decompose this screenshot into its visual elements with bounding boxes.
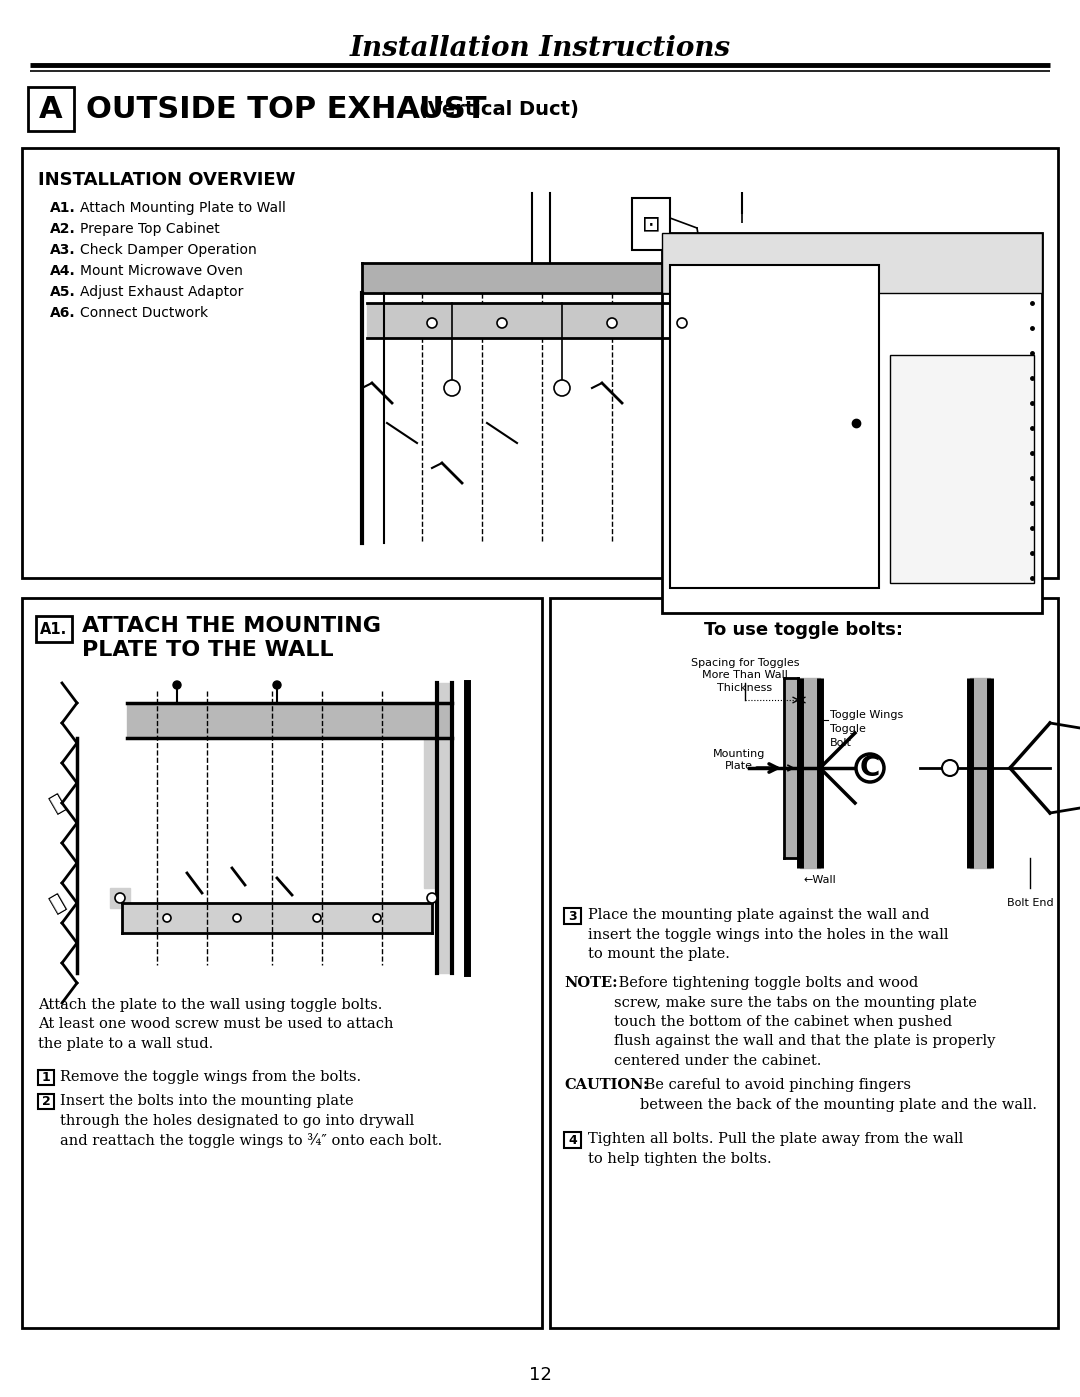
Circle shape xyxy=(607,319,617,328)
Circle shape xyxy=(856,754,885,782)
Polygon shape xyxy=(127,703,453,738)
Text: ⊡: ⊡ xyxy=(642,214,660,235)
Text: Be careful to avoid pinching fingers
between the back of the mounting plate and : Be careful to avoid pinching fingers bet… xyxy=(640,1078,1037,1112)
Text: A1.: A1. xyxy=(40,622,68,637)
Text: Connect Ductwork: Connect Ductwork xyxy=(80,306,208,320)
Text: A1.: A1. xyxy=(50,201,76,215)
Text: A6.: A6. xyxy=(50,306,76,320)
Circle shape xyxy=(313,914,321,922)
Bar xyxy=(662,233,1042,293)
Text: 12: 12 xyxy=(528,1366,552,1384)
Text: Mounting
Plate: Mounting Plate xyxy=(713,749,766,771)
Text: Check Damper Operation: Check Damper Operation xyxy=(80,243,257,257)
Bar xyxy=(36,616,72,643)
Circle shape xyxy=(497,319,507,328)
Bar xyxy=(28,87,75,131)
Text: Bolt: Bolt xyxy=(831,738,852,747)
Text: 1: 1 xyxy=(42,1071,51,1084)
Circle shape xyxy=(114,893,125,902)
Bar xyxy=(22,598,542,1329)
Text: To use toggle bolts:: To use toggle bolts: xyxy=(704,622,904,638)
Circle shape xyxy=(373,914,381,922)
Circle shape xyxy=(427,893,437,902)
Text: Mount Microwave Oven: Mount Microwave Oven xyxy=(80,264,243,278)
Bar xyxy=(632,198,670,250)
Text: A4.: A4. xyxy=(50,264,76,278)
Circle shape xyxy=(233,914,241,922)
Polygon shape xyxy=(424,738,440,888)
Circle shape xyxy=(444,380,460,395)
Text: A3.: A3. xyxy=(50,243,76,257)
Text: Spacing for Toggles
More Than Wall
Thickness: Spacing for Toggles More Than Wall Thick… xyxy=(691,658,799,693)
Bar xyxy=(564,1132,581,1148)
Bar xyxy=(22,148,1058,578)
Text: Attach the plate to the wall using toggle bolts.
At least one wood screw must be: Attach the plate to the wall using toggl… xyxy=(38,997,393,1051)
Polygon shape xyxy=(367,303,723,338)
Text: Remove the toggle wings from the bolts.: Remove the toggle wings from the bolts. xyxy=(60,1070,361,1084)
Text: Installation Instructions: Installation Instructions xyxy=(350,35,730,61)
Text: Toggle: Toggle xyxy=(831,724,866,733)
Text: NOTE:: NOTE: xyxy=(564,977,618,990)
Text: ←Wall: ←Wall xyxy=(804,875,836,886)
Text: Insert the bolts into the mounting plate
through the holes designated to go into: Insert the bolts into the mounting plate… xyxy=(60,1094,442,1148)
Text: 3: 3 xyxy=(568,909,577,922)
Circle shape xyxy=(677,319,687,328)
Text: INSTALLATION OVERVIEW: INSTALLATION OVERVIEW xyxy=(38,170,296,189)
Polygon shape xyxy=(362,263,792,293)
Polygon shape xyxy=(110,888,130,908)
Text: 4: 4 xyxy=(568,1133,577,1147)
Text: Adjust Exhaust Adaptor: Adjust Exhaust Adaptor xyxy=(80,285,243,299)
Text: ⟋: ⟋ xyxy=(48,791,69,814)
Polygon shape xyxy=(122,902,432,933)
Text: 2: 2 xyxy=(42,1095,51,1108)
Text: Attach Mounting Plate to Wall: Attach Mounting Plate to Wall xyxy=(80,201,286,215)
Circle shape xyxy=(173,680,181,689)
Text: Bolt End: Bolt End xyxy=(1007,898,1053,908)
Bar xyxy=(38,1070,54,1085)
Polygon shape xyxy=(784,678,798,858)
Text: (Vertical Duct): (Vertical Duct) xyxy=(419,101,579,120)
Text: A5.: A5. xyxy=(50,285,76,299)
Circle shape xyxy=(163,914,171,922)
Text: Tighten all bolts. Pull the plate away from the wall
to help tighten the bolts.: Tighten all bolts. Pull the plate away f… xyxy=(588,1132,963,1165)
Bar xyxy=(550,598,1058,1329)
Bar xyxy=(38,1094,54,1109)
Circle shape xyxy=(273,680,281,689)
Text: A2.: A2. xyxy=(50,222,76,236)
Circle shape xyxy=(427,319,437,328)
Bar xyxy=(890,355,1035,583)
Text: A: A xyxy=(39,95,63,123)
Text: Before tightening toggle bolts and wood
screw, make sure the tabs on the mountin: Before tightening toggle bolts and wood … xyxy=(615,977,996,1067)
Circle shape xyxy=(554,380,570,395)
Circle shape xyxy=(942,760,958,775)
Polygon shape xyxy=(437,683,453,972)
Text: Place the mounting plate against the wall and
insert the toggle wings into the h: Place the mounting plate against the wal… xyxy=(588,908,948,961)
Text: ⟋: ⟋ xyxy=(48,891,69,915)
Text: OUTSIDE TOP EXHAUST: OUTSIDE TOP EXHAUST xyxy=(86,95,486,124)
Text: PLATE TO THE WALL: PLATE TO THE WALL xyxy=(82,640,334,659)
Bar xyxy=(662,233,1042,613)
Text: Prepare Top Cabinet: Prepare Top Cabinet xyxy=(80,222,219,236)
Text: C: C xyxy=(860,754,880,782)
Bar xyxy=(564,908,581,923)
Bar xyxy=(670,265,879,588)
Text: ATTACH THE MOUNTING: ATTACH THE MOUNTING xyxy=(82,616,381,636)
Text: Toggle Wings: Toggle Wings xyxy=(831,710,903,719)
Text: CAUTION:: CAUTION: xyxy=(564,1078,648,1092)
